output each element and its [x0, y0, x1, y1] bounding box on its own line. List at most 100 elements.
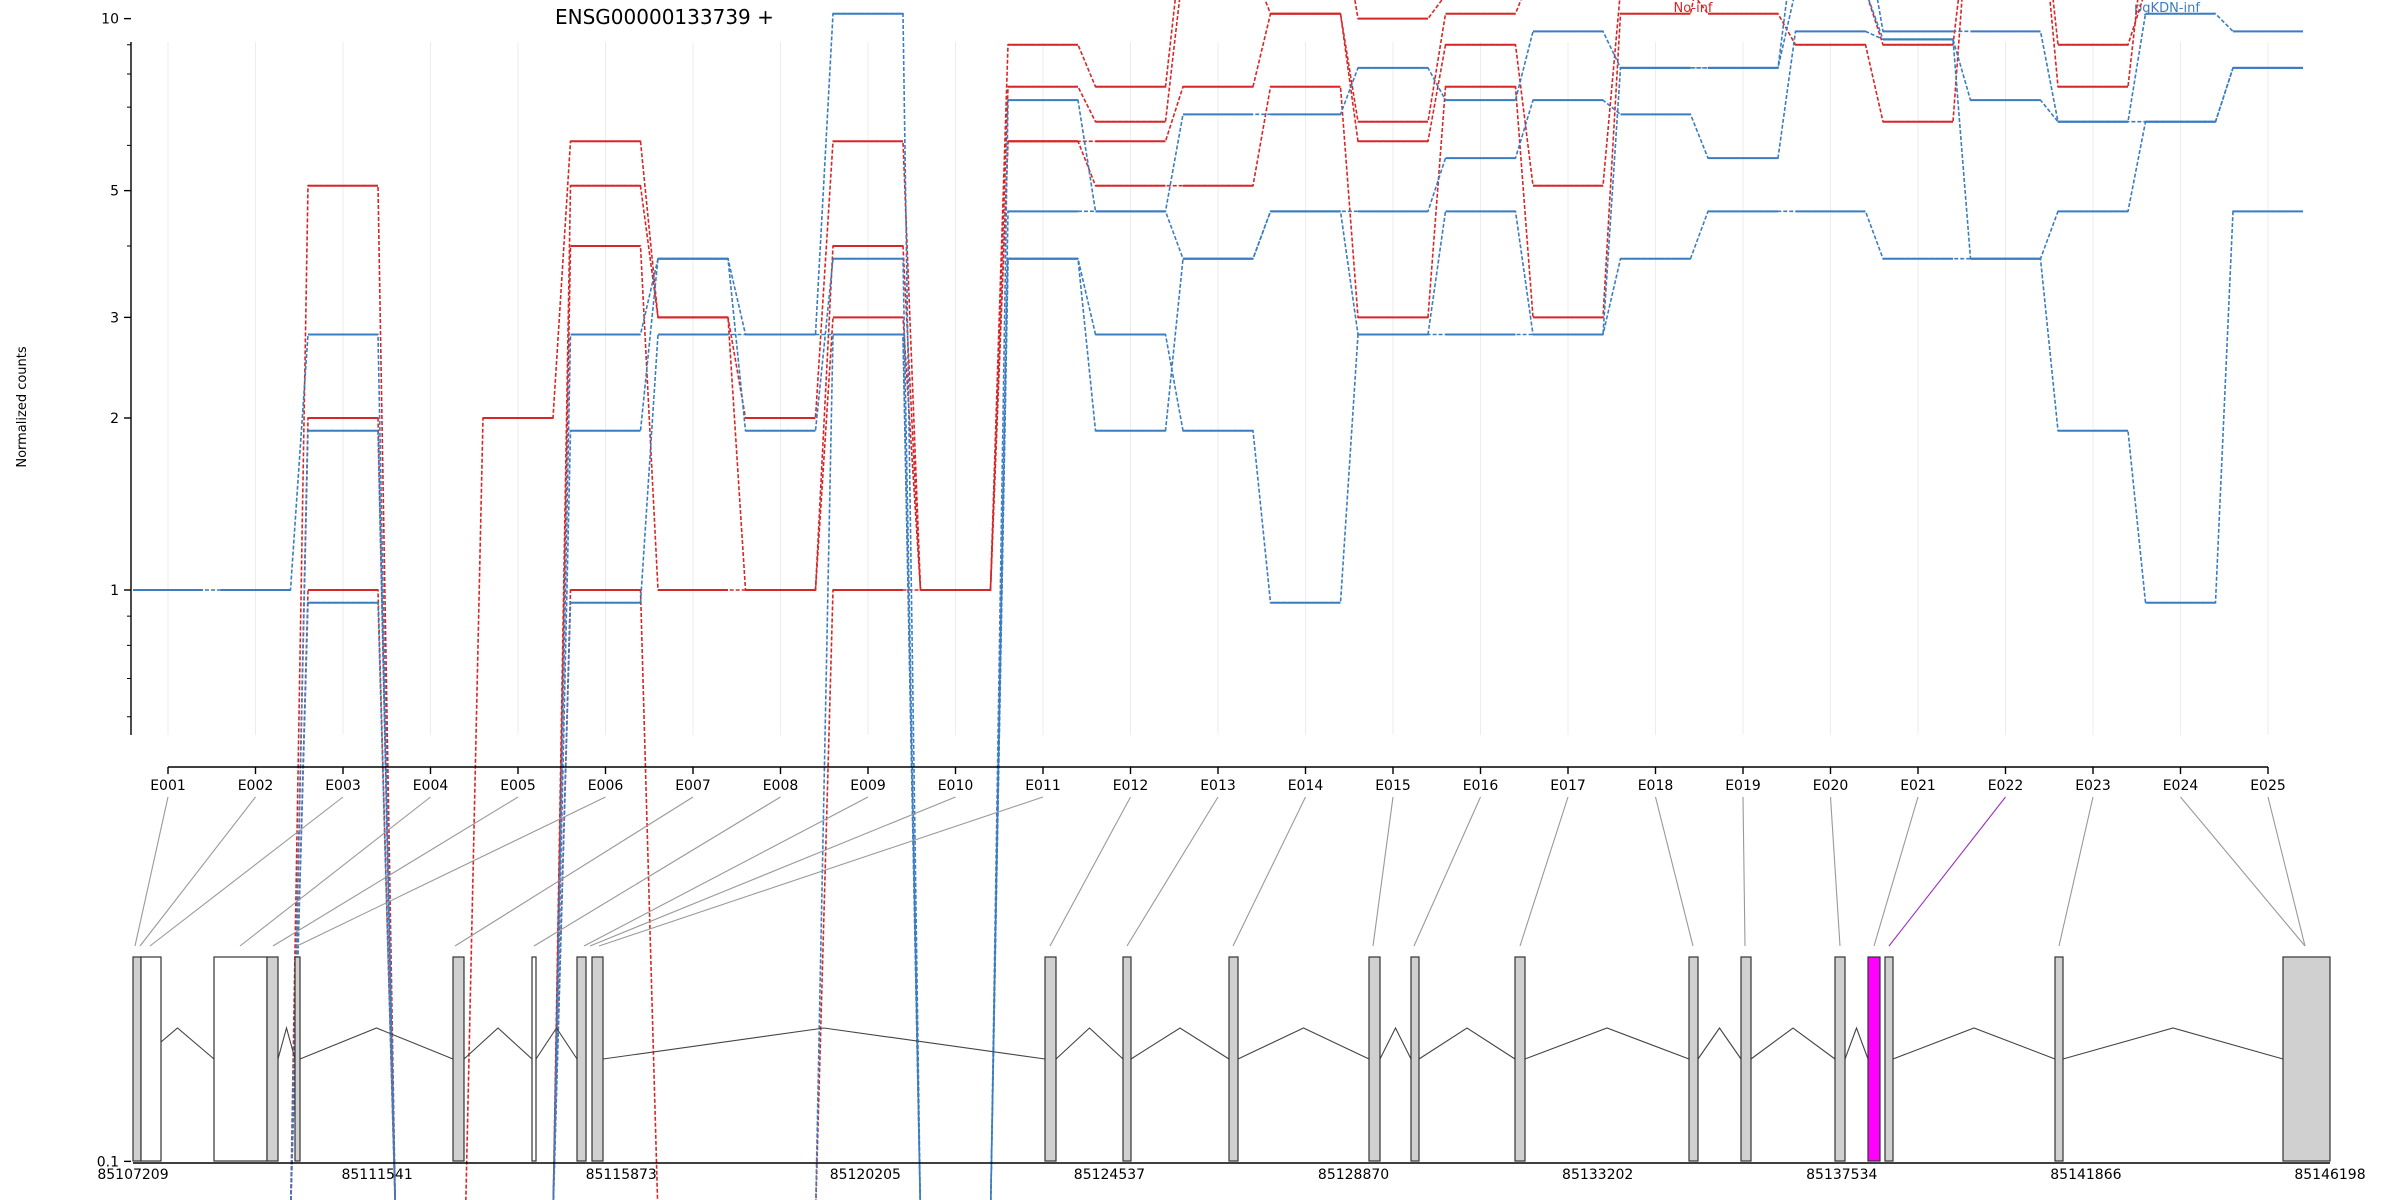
exon-box [132, 956, 142, 1162]
x-tick-label: E007 [675, 778, 711, 794]
connector-E006 [296, 796, 606, 947]
intron-line [277, 1025, 296, 1060]
intron-line [1524, 1027, 1690, 1060]
exon-box [140, 956, 162, 1162]
coord-tick-label: 85128870 [1318, 1167, 1389, 1183]
connector-E004 [239, 796, 431, 947]
intron-line [2062, 1027, 2284, 1060]
connector-E013 [1126, 796, 1219, 947]
y-tick-label: 10 [101, 12, 119, 28]
gene-model [132, 956, 2331, 1162]
gene-title: ENSG00000133739 + [555, 5, 774, 29]
highlighted-exon-box [1867, 956, 1881, 1162]
connector-E014 [1232, 796, 1306, 947]
connector-E024 [2180, 796, 2306, 947]
y-tick-label: 3 [110, 310, 119, 326]
y-tick-label: 1 [110, 583, 119, 599]
connector-E018 [1654, 796, 1694, 947]
exon-box [1044, 956, 1057, 1162]
coord-tick-label: 85133202 [1562, 1167, 1633, 1183]
x-tick-label: E009 [850, 778, 886, 794]
x-tick-label: E019 [1725, 778, 1761, 794]
y-tick-label: 5 [110, 184, 119, 200]
legend-no-inf: No-inf [1673, 1, 1712, 16]
connector-E015 [1372, 796, 1394, 947]
x-tick-label: E003 [325, 778, 361, 794]
legend-pgkdn-inf: pgKDN-inf [2134, 1, 2200, 16]
x-tick-label: E025 [2250, 778, 2286, 794]
connector-E005 [272, 796, 519, 947]
x-tick-label: E024 [2163, 778, 2199, 794]
intron-line [1750, 1027, 1836, 1060]
connector-E016 [1413, 796, 1482, 947]
exon-box [591, 956, 604, 1162]
intron-line [1130, 1027, 1230, 1060]
exon-box [1740, 956, 1752, 1162]
x-tick-label: E013 [1200, 778, 1236, 794]
x-axis: E001 E002 E003 E004 E005 E006 E007 E008 E009 E010… [150, 766, 2286, 794]
exon-box [2054, 956, 2064, 1162]
x-tick-label: E023 [2075, 778, 2111, 794]
y-tick-label: 2 [110, 411, 119, 427]
connector-E021 [1873, 796, 1919, 947]
exon-box [1514, 956, 1526, 1162]
x-tick-label: E015 [1375, 778, 1411, 794]
exon-box [1228, 956, 1239, 1162]
coord-tick-label: 85115873 [586, 1167, 657, 1183]
x-tick-label: E004 [413, 778, 449, 794]
connector-E022 [1888, 796, 2006, 947]
exon-box [1688, 956, 1699, 1162]
intron-line [602, 1027, 1046, 1060]
connector-E008 [533, 796, 781, 947]
y-axis: 0.11235101520 [97, 12, 132, 1170]
connector-E007 [454, 796, 694, 947]
connector-E023 [2058, 796, 2094, 947]
exon-box [576, 956, 587, 1162]
x-tick-label: E021 [1900, 778, 1936, 794]
intron-line [1892, 1027, 2056, 1060]
exon-box [2282, 956, 2331, 1162]
coord-tick-label: 85146198 [2294, 1167, 2365, 1183]
connector-E020 [1829, 796, 1841, 947]
intron-line [535, 1027, 578, 1060]
x-tick-label: E014 [1288, 778, 1324, 794]
coord-tick-label: 85111541 [341, 1167, 412, 1183]
exon-box [1884, 956, 1894, 1162]
exon-box [1834, 956, 1846, 1162]
coord-tick-label: 85137534 [1806, 1167, 1877, 1183]
coord-tick-label: 85120205 [830, 1167, 901, 1183]
x-tick-label: E010 [938, 778, 974, 794]
exon-box [213, 956, 268, 1162]
x-tick-label: E011 [1025, 778, 1061, 794]
x-tick-label: E005 [500, 778, 536, 794]
genomic-coordinate-axis: 85107209 85111541 85115873 85120205 85124537… [97, 1162, 2366, 1183]
connector-E012 [1049, 796, 1131, 947]
gridlines [167, 42, 2269, 735]
y-tick-label: 0.1 [97, 1154, 119, 1170]
exon-box [1368, 956, 1381, 1162]
intron-line [1697, 1027, 1742, 1060]
exon-box [294, 956, 301, 1162]
intron-line [1418, 1027, 1516, 1060]
connector-E019 [1742, 796, 1746, 947]
intron-line [1237, 1027, 1370, 1060]
coord-tick-label: 85141866 [2050, 1167, 2121, 1183]
intron-line [299, 1027, 454, 1060]
exon-box [1410, 956, 1420, 1162]
x-tick-label: E002 [238, 778, 274, 794]
connector-E011 [598, 796, 1044, 947]
connector-E002 [139, 796, 256, 947]
connector-E017 [1519, 796, 1569, 947]
connector-E003 [149, 796, 344, 947]
x-tick-label: E001 [150, 778, 186, 794]
x-tick-label: E018 [1638, 778, 1674, 794]
intron-line [1055, 1027, 1124, 1060]
connector-E025 [2267, 796, 2306, 947]
x-tick-label: E012 [1113, 778, 1149, 794]
coord-tick-label: 85107209 [97, 1167, 168, 1183]
x-tick-label: E008 [763, 778, 799, 794]
coord-tick-label: 85124537 [1074, 1167, 1145, 1183]
exon-box [452, 956, 465, 1162]
series-layer [133, 0, 2303, 1200]
